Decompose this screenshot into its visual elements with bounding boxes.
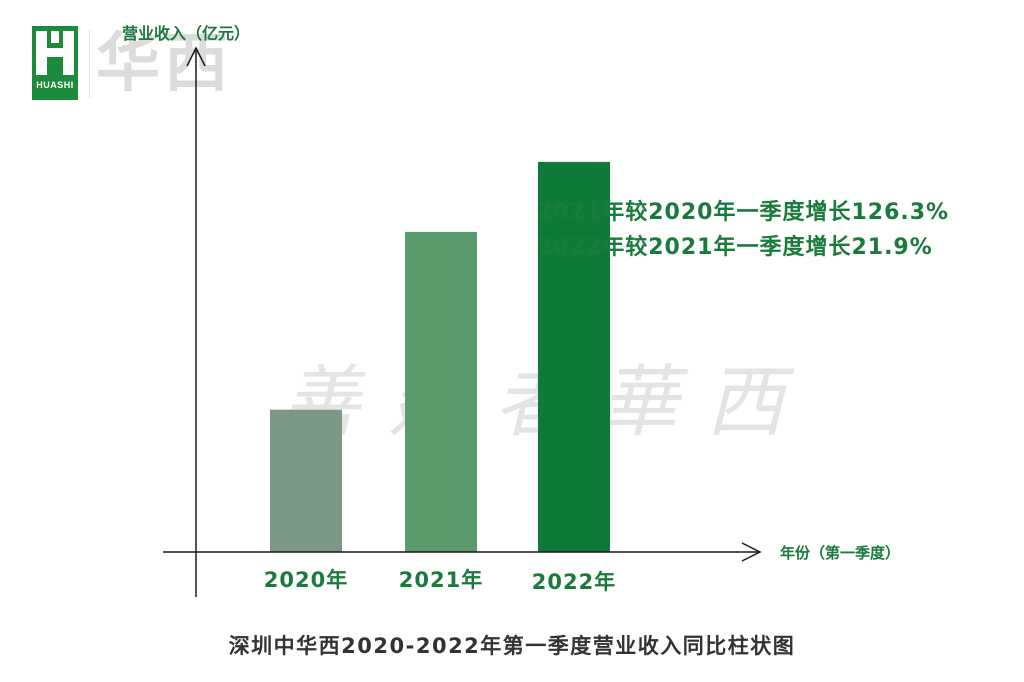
x-tick-label: 2020年: [264, 568, 348, 592]
logo-brand-cn: 华西: [96, 26, 232, 101]
bar-2021: [405, 231, 477, 552]
x-tick-label: 2021年: [399, 568, 483, 592]
watermark-text: 善建者華西: [282, 340, 812, 452]
bar-2022: [538, 161, 610, 552]
bars-group: [270, 161, 610, 552]
logo-h-icon: [36, 31, 74, 75]
x-axis-arrow-icon: [741, 542, 762, 562]
bar-2020: [270, 409, 342, 552]
y-axis-arrow-icon: [186, 46, 206, 67]
chart-caption: 深圳中华西2020-2022年第一季度营业收入同比柱状图: [228, 634, 796, 658]
x-axis-title: 年份（第一季度）: [780, 544, 901, 562]
growth-annotation-2022: 2022年较2021年一季度增长21.9%: [537, 235, 933, 260]
tick-labels-group: 2020年 2021年 2022年: [264, 568, 616, 594]
y-axis-title: 营业收入（亿元）: [122, 24, 251, 43]
logo-brand-word: HUASHI: [36, 80, 74, 90]
growth-annotation-2021: 2021年较2020年一季度增长126.3%: [537, 200, 950, 225]
logo-separator: [89, 30, 90, 98]
x-tick-label: 2022年: [532, 570, 616, 594]
brand-logo: HUASHI: [32, 26, 78, 100]
